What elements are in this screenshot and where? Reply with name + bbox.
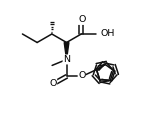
Polygon shape [64,43,69,60]
Text: O: O [78,15,86,24]
Text: O: O [49,79,57,88]
Text: OH: OH [100,29,115,38]
Text: N: N [63,55,70,64]
Text: O: O [78,71,85,80]
